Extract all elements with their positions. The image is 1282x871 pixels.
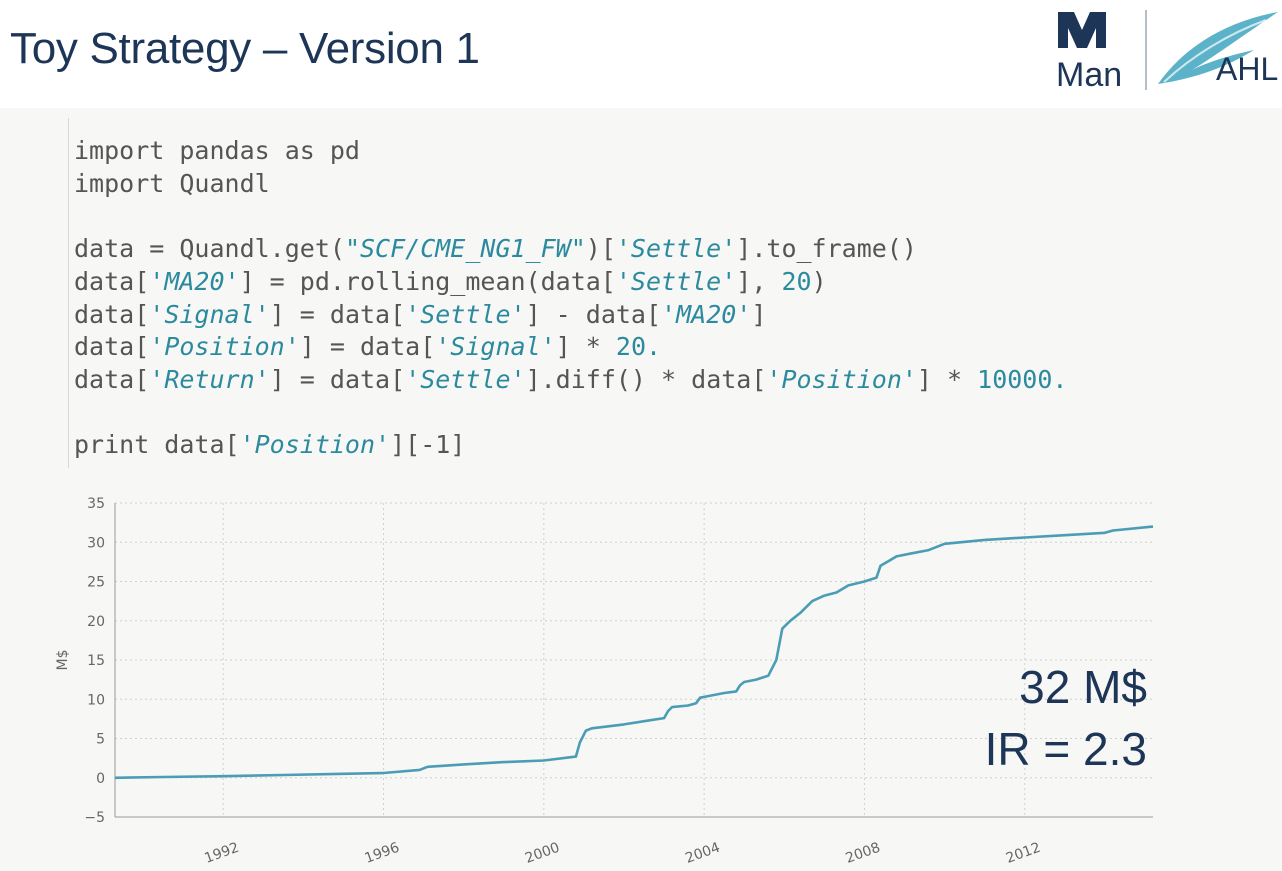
code-string: 'Settle' bbox=[405, 299, 526, 329]
y-tick-label: 5 bbox=[96, 732, 105, 748]
code-text: ] bbox=[751, 299, 767, 329]
y-tick-label: 20 bbox=[87, 614, 105, 630]
code-text: data[ bbox=[74, 364, 150, 394]
code-text: data = Quandl.get( bbox=[74, 234, 345, 264]
code-number: 10000. bbox=[977, 364, 1068, 394]
code-string: 'Settle' bbox=[405, 364, 526, 394]
code-line: import pandas as pd bbox=[74, 136, 360, 165]
x-tick-label: 2008 bbox=[844, 840, 883, 867]
code-line: data['MA20'] = pd.rolling_mean(data['Set… bbox=[74, 267, 827, 296]
code-line: print data['Position'][-1] bbox=[74, 430, 465, 459]
x-tick-label: 2000 bbox=[523, 840, 562, 867]
pnl-value-text: 32 M$ bbox=[1019, 661, 1147, 713]
code-string: 'Position' bbox=[149, 332, 300, 362]
y-tick-label: 35 bbox=[87, 496, 105, 512]
y-tick-label: −5 bbox=[84, 810, 105, 826]
code-string: 'Position' bbox=[239, 430, 391, 460]
y-tick-label: 15 bbox=[87, 653, 105, 669]
logo-ahl-text: AHL bbox=[1216, 51, 1278, 87]
code-text: ] * bbox=[555, 332, 616, 362]
code-text: ] * bbox=[916, 364, 978, 394]
code-text: ][-1] bbox=[390, 430, 466, 460]
code-text: data[ bbox=[74, 266, 150, 296]
code-line: data['Position'] = data['Signal'] * 20. bbox=[74, 332, 661, 361]
code-string: 'Settle' bbox=[615, 266, 737, 296]
y-tick-label: 25 bbox=[87, 575, 105, 591]
code-text: )[ bbox=[585, 234, 616, 264]
y-tick-label: 10 bbox=[87, 692, 105, 708]
code-text: ].to_frame() bbox=[736, 234, 917, 264]
code-text: ] = data[ bbox=[299, 332, 436, 362]
code-string: 'Return' bbox=[149, 364, 270, 394]
logo-man-text: Man bbox=[1056, 56, 1122, 94]
information-ratio-text: IR = 2.3 bbox=[984, 723, 1147, 775]
code-string: "SCF/CME_NG1_FW" bbox=[344, 234, 586, 264]
y-axis-label: M$ bbox=[55, 650, 71, 671]
man-ahl-logo: Man AHL bbox=[1056, 10, 1278, 94]
man-m-icon bbox=[1058, 12, 1106, 48]
x-tick-label: 2012 bbox=[1004, 840, 1043, 867]
x-tick-label: 1992 bbox=[202, 840, 241, 867]
series-line bbox=[114, 525, 1154, 780]
code-block: import pandas as pd import Quandl data = Q… bbox=[68, 118, 1269, 468]
code-string: 'Signal' bbox=[435, 332, 556, 362]
code-string: 'Position' bbox=[766, 364, 917, 394]
code-text: import Quandl bbox=[74, 168, 270, 198]
code-line: data['Return'] = data['Settle'].diff() *… bbox=[74, 365, 1067, 394]
code-line: data['Signal'] = data['Settle'] - data['… bbox=[74, 300, 766, 329]
code-line: import Quandl bbox=[74, 169, 270, 198]
slide-header: Toy Strategy – Version 1 Man AHL bbox=[0, 0, 1282, 108]
code-text: ].diff() * data[ bbox=[525, 364, 767, 394]
code-string: 'Signal' bbox=[149, 299, 270, 329]
code-string: 'MA20' bbox=[661, 299, 752, 329]
ahl-wing-icon bbox=[1158, 12, 1278, 84]
code-string: 'MA20' bbox=[149, 266, 240, 296]
code-line: data = Quandl.get("SCF/CME_NG1_FW")['Set… bbox=[74, 234, 917, 263]
code-number: 20 bbox=[781, 266, 812, 296]
code-text: ] - data[ bbox=[525, 299, 662, 329]
code-text: print data[ bbox=[74, 430, 240, 460]
code-text: data[ bbox=[74, 332, 150, 362]
code-text: ], bbox=[736, 266, 782, 296]
y-tick-label: 0 bbox=[96, 771, 105, 787]
code-text: import pandas as pd bbox=[74, 136, 360, 165]
code-text: ) bbox=[811, 266, 827, 296]
x-tick-label: 2004 bbox=[683, 840, 722, 867]
code-text: ] = data[ bbox=[269, 299, 406, 329]
x-tick-label: 1996 bbox=[363, 840, 402, 867]
code-text: ] = data[ bbox=[269, 364, 406, 394]
cumulative-pnl-chart: −5 0 5 10 15 20 25 30 35 1992 1996 2000 2004 2008 2012… bbox=[55, 496, 1154, 867]
code-string: 'Settle' bbox=[615, 234, 737, 264]
code-number: 20. bbox=[615, 332, 662, 362]
slide-title: Toy Strategy – Version 1 bbox=[10, 24, 480, 73]
code-text: ] = pd.rolling_mean(data[ bbox=[239, 266, 616, 296]
y-tick-label: 30 bbox=[87, 535, 105, 551]
code-text: data[ bbox=[74, 299, 150, 329]
